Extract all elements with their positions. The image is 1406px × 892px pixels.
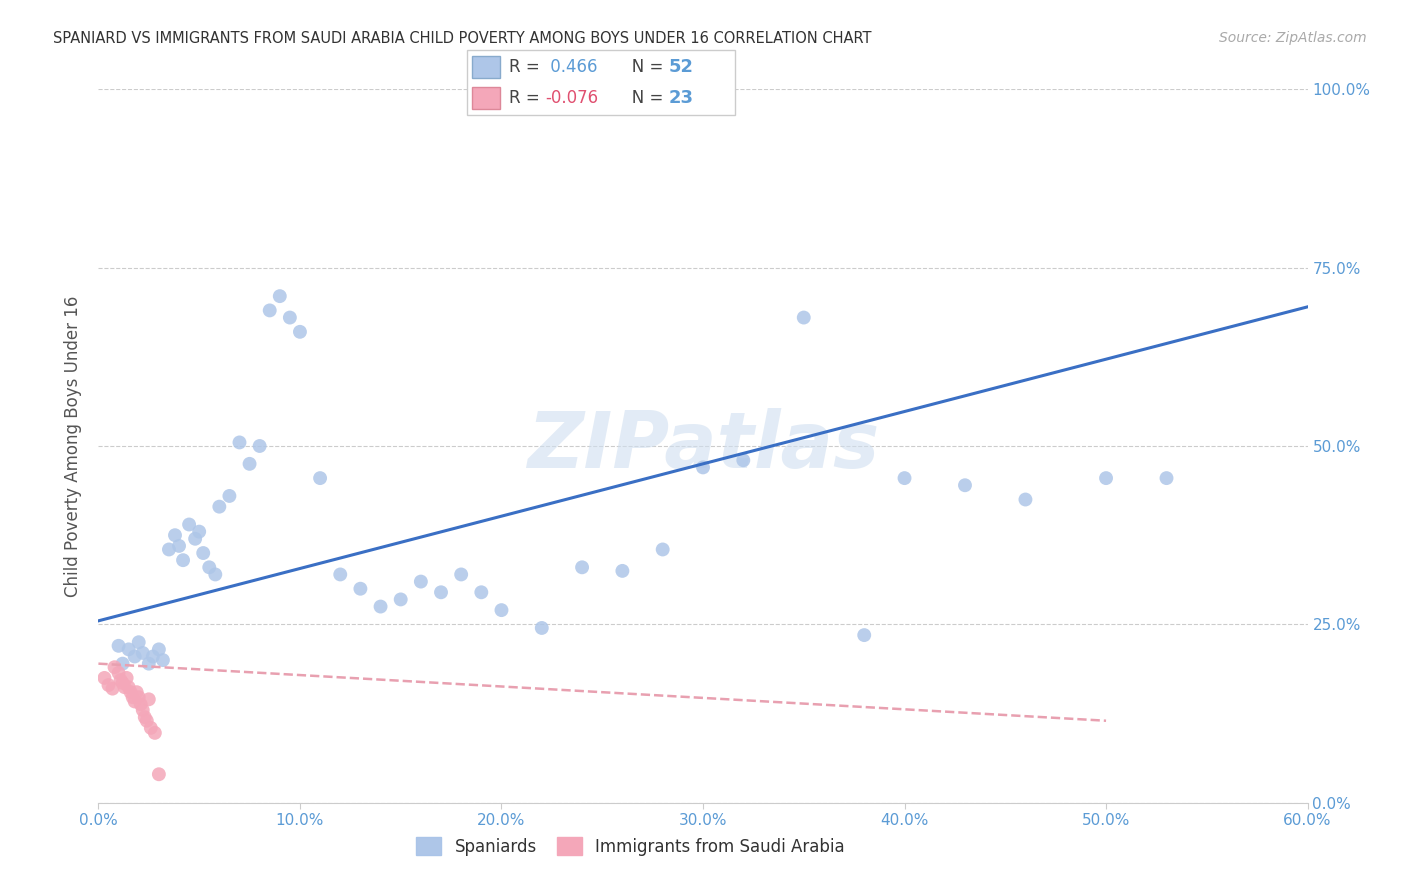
Point bbox=[430, 585, 453, 599]
Point bbox=[111, 676, 134, 690]
FancyBboxPatch shape bbox=[472, 55, 499, 78]
Point bbox=[953, 478, 976, 492]
Text: SPANIARD VS IMMIGRANTS FROM SAUDI ARABIA CHILD POVERTY AMONG BOYS UNDER 16 CORRE: SPANIARD VS IMMIGRANTS FROM SAUDI ARABIA… bbox=[53, 31, 872, 46]
Point bbox=[132, 646, 155, 660]
Point bbox=[269, 289, 291, 303]
Point bbox=[188, 524, 211, 539]
Point bbox=[278, 310, 301, 325]
Point bbox=[138, 657, 160, 671]
Point bbox=[571, 560, 593, 574]
Point bbox=[107, 665, 129, 680]
Point bbox=[1014, 492, 1036, 507]
Point bbox=[793, 310, 815, 325]
Text: 0.466: 0.466 bbox=[546, 58, 598, 76]
Text: N =: N = bbox=[616, 89, 669, 107]
Point bbox=[692, 460, 714, 475]
Point bbox=[309, 471, 332, 485]
Point bbox=[288, 325, 311, 339]
Point bbox=[491, 603, 513, 617]
FancyBboxPatch shape bbox=[467, 50, 735, 115]
Point bbox=[115, 671, 138, 685]
Point bbox=[107, 639, 129, 653]
Point bbox=[893, 471, 915, 485]
Point bbox=[651, 542, 673, 557]
Point bbox=[1156, 471, 1178, 485]
FancyBboxPatch shape bbox=[472, 87, 499, 109]
Y-axis label: Child Poverty Among Boys Under 16: Child Poverty Among Boys Under 16 bbox=[65, 295, 83, 597]
Point bbox=[228, 435, 250, 450]
Point bbox=[132, 703, 155, 717]
Text: N =: N = bbox=[616, 58, 669, 76]
Point bbox=[218, 489, 240, 503]
Point bbox=[120, 685, 142, 699]
Point bbox=[121, 690, 143, 705]
Point bbox=[152, 653, 174, 667]
Point bbox=[204, 567, 226, 582]
Point bbox=[163, 528, 186, 542]
Point bbox=[128, 635, 150, 649]
Point bbox=[134, 710, 156, 724]
Point bbox=[409, 574, 432, 589]
Point bbox=[118, 642, 141, 657]
Point bbox=[157, 542, 180, 557]
Point bbox=[349, 582, 371, 596]
Point bbox=[853, 628, 876, 642]
Point bbox=[128, 690, 150, 705]
Point bbox=[249, 439, 271, 453]
Point bbox=[124, 694, 146, 708]
Point bbox=[239, 457, 262, 471]
Point bbox=[97, 678, 120, 692]
Point bbox=[114, 680, 136, 694]
Point bbox=[733, 453, 755, 467]
Text: ZIPatlas: ZIPatlas bbox=[527, 408, 879, 484]
Point bbox=[612, 564, 634, 578]
Point bbox=[103, 660, 125, 674]
Point bbox=[125, 685, 148, 699]
Text: R =: R = bbox=[509, 58, 546, 76]
Point bbox=[138, 692, 160, 706]
Text: 23: 23 bbox=[668, 89, 693, 107]
Point bbox=[93, 671, 115, 685]
Point bbox=[129, 698, 152, 712]
Point bbox=[179, 517, 201, 532]
Point bbox=[450, 567, 472, 582]
Point bbox=[111, 657, 134, 671]
Text: R =: R = bbox=[509, 89, 546, 107]
Point bbox=[135, 714, 157, 728]
Point bbox=[530, 621, 553, 635]
Point bbox=[142, 649, 165, 664]
Point bbox=[148, 767, 170, 781]
Text: -0.076: -0.076 bbox=[546, 89, 598, 107]
Point bbox=[184, 532, 207, 546]
Point bbox=[370, 599, 392, 614]
Point bbox=[470, 585, 492, 599]
Point bbox=[208, 500, 231, 514]
Point bbox=[167, 539, 190, 553]
Point bbox=[139, 721, 162, 735]
Text: Source: ZipAtlas.com: Source: ZipAtlas.com bbox=[1219, 31, 1367, 45]
Legend: Spaniards, Immigrants from Saudi Arabia: Spaniards, Immigrants from Saudi Arabia bbox=[409, 830, 852, 863]
Point bbox=[118, 680, 141, 694]
Point bbox=[389, 592, 412, 607]
Point bbox=[101, 681, 124, 696]
Point bbox=[110, 673, 132, 687]
Point bbox=[193, 546, 215, 560]
Point bbox=[329, 567, 352, 582]
Point bbox=[1095, 471, 1118, 485]
Point bbox=[259, 303, 281, 318]
Point bbox=[143, 726, 166, 740]
Point bbox=[124, 649, 146, 664]
Point bbox=[198, 560, 221, 574]
Point bbox=[148, 642, 170, 657]
Text: 52: 52 bbox=[668, 58, 693, 76]
Point bbox=[172, 553, 194, 567]
